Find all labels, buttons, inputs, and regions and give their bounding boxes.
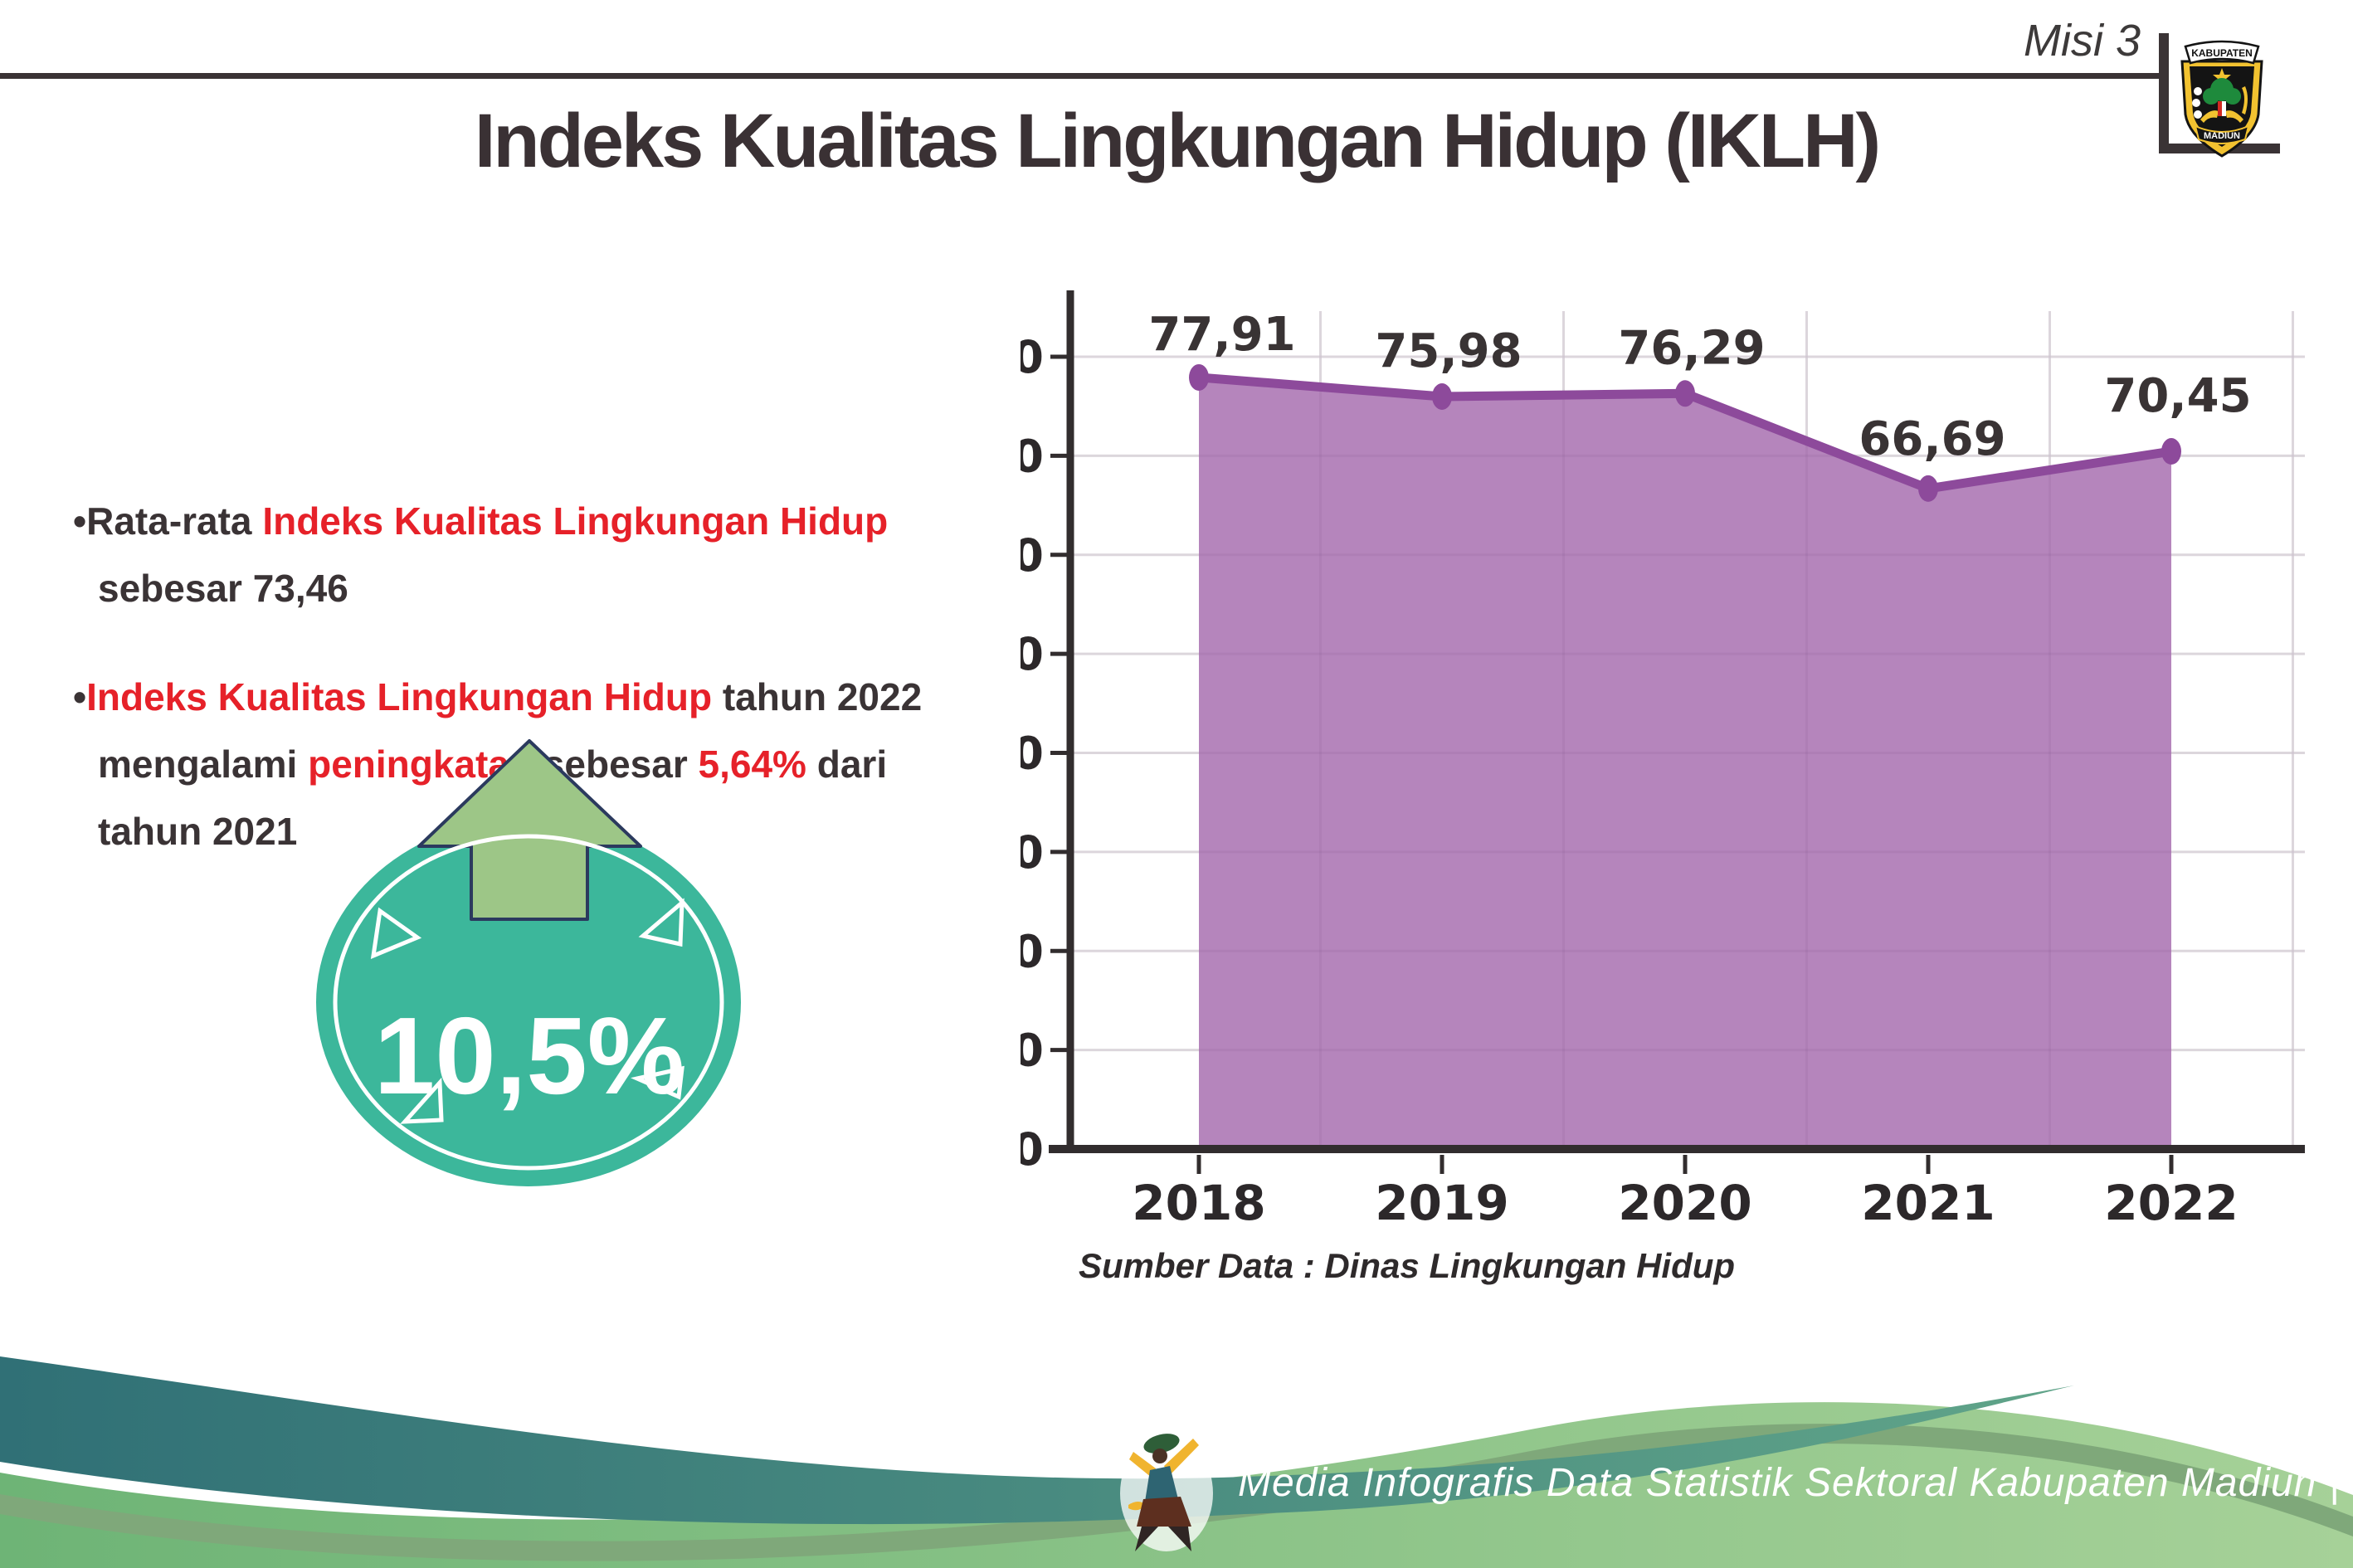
text-segment: dari: [806, 743, 888, 786]
y-tick-label: 80: [1021, 331, 1044, 383]
badge-circle: [316, 818, 741, 1186]
y-tick-label: 60: [1021, 529, 1044, 582]
logo-bottom-text: MADIUN: [2204, 131, 2240, 141]
text-segment: Rata-rata: [86, 499, 263, 543]
spark-triangle: [400, 1077, 444, 1124]
mascot-beret: [1143, 1434, 1180, 1454]
data-point: [1918, 475, 1938, 502]
logo-wheat: [2242, 86, 2248, 114]
data-point: [2161, 438, 2181, 465]
value-label: 75,98: [1375, 324, 1522, 378]
spark-triangle: [638, 898, 684, 947]
page-title: Indeks Kualitas Lingkungan Hidup (IKLH): [474, 99, 1881, 183]
y-tick-label: 70: [1021, 430, 1044, 482]
bullet-average: •Rata-rata Indeks Kualitas Lingkungan Hi…: [73, 488, 1011, 622]
key-findings: •Rata-rata Indeks Kualitas Lingkungan Hi…: [73, 488, 1011, 865]
header-rule: [0, 73, 2159, 79]
y-tick-label: 20: [1021, 925, 1044, 977]
bullet-line: •Indeks Kualitas Lingkungan Hidup tahun …: [73, 664, 1011, 731]
spark-triangle: [370, 907, 422, 960]
logo-top-banner: [2184, 40, 2260, 65]
x-tick-label: 2018: [1132, 1175, 1265, 1231]
value-label: 70,45: [2104, 369, 2251, 423]
mascot-arm-left: [1129, 1452, 1156, 1478]
x-tick-label: 2019: [1375, 1175, 1508, 1231]
logo-cotton-2: [2192, 99, 2200, 107]
y-tick-label: 30: [1021, 826, 1044, 879]
logo-cotton-1: [2194, 87, 2202, 95]
mission-label: Misi 3: [2023, 16, 2141, 66]
logo-tree-right: [2224, 88, 2241, 105]
mascot-icon: [1120, 1434, 1213, 1551]
logo-wing-right: [2225, 110, 2243, 123]
wave-teal: [0, 1356, 2074, 1525]
data-point: [1675, 380, 1695, 407]
bullet-line: sebesar 73,46: [73, 555, 1011, 622]
logo-crest-white: [2222, 101, 2226, 116]
y-tick-label: 50: [1021, 628, 1044, 680]
y-tick-label: 0: [1021, 1123, 1044, 1176]
x-tick-label: 2022: [2104, 1175, 2238, 1231]
value-label: 76,29: [1618, 321, 1765, 375]
x-tick-label: 2021: [1861, 1175, 1995, 1231]
y-tick-label: 40: [1021, 728, 1044, 780]
mascot-torso: [1145, 1466, 1178, 1502]
text-segment: tahun 2022: [712, 675, 923, 718]
logo-tree-left: [2203, 88, 2219, 105]
iklh-area-chart: 77,91 75,98 76,29 66,69 70,45 0 10 20 30 40 50 60 70…: [1021, 290, 2305, 1231]
y-tick-label: 10: [1021, 1025, 1044, 1077]
text-segment: mengalami: [98, 743, 309, 786]
badge-ring: [333, 834, 724, 1171]
mascot-arm-right: [1164, 1439, 1199, 1475]
data-source: Sumber Data : Dinas Lingkungan Hidup: [1079, 1246, 1736, 1285]
footer-caption: Media Infografis Data Statistik Sektoral…: [1238, 1461, 2341, 1505]
logo-top-text: KABUPATEN: [2191, 47, 2253, 59]
wave-light-main: [0, 1444, 2353, 1568]
text-segment-highlight: Indeks Kualitas Lingkungan Hidup: [86, 675, 713, 718]
bullet-dot: •: [73, 499, 87, 543]
bullet-increase: •Indeks Kualitas Lingkungan Hidup tahun …: [73, 664, 1011, 865]
text-segment-highlight: Indeks Kualitas Lingkungan Hidup: [262, 499, 889, 543]
kabupaten-madiun-logo: KABUPATEN MADIUN: [2180, 40, 2263, 158]
logo-crest-red: [2218, 101, 2222, 116]
spark-triangle: [631, 1065, 684, 1100]
x-tick-label: 2020: [1618, 1175, 1751, 1231]
bullet-dot: •: [73, 675, 87, 718]
mascot-head: [1152, 1449, 1167, 1463]
data-point: [1189, 363, 1209, 391]
badge-value: 10,5%: [374, 995, 684, 1117]
value-label: 77,91: [1148, 308, 1295, 362]
data-point: [1432, 382, 1452, 410]
logo-cotton-3: [2194, 110, 2202, 119]
mascot-skirt: [1137, 1497, 1191, 1527]
bullet-line: •Rata-rata Indeks Kualitas Lingkungan Hi…: [73, 488, 1011, 555]
mascot-leg-left: [1135, 1527, 1158, 1551]
logo-wing-left: [2200, 110, 2219, 123]
bullet-line: tahun 2021: [73, 798, 1011, 865]
value-label: 66,69: [1859, 412, 2005, 466]
text-segment: tahun 2021: [98, 810, 298, 853]
text-segment: sebesar 73,46: [98, 567, 348, 610]
logo-bracket-vertical: [2159, 33, 2169, 153]
up-arrow-icon: [417, 739, 642, 921]
chart-area: [1199, 377, 2171, 1148]
increase-badge: 10,5%: [316, 739, 741, 1186]
logo-bottom-banner: [2194, 124, 2250, 144]
mascot-leg-right: [1168, 1527, 1191, 1551]
text-segment-highlight: 5,64%: [698, 743, 806, 786]
